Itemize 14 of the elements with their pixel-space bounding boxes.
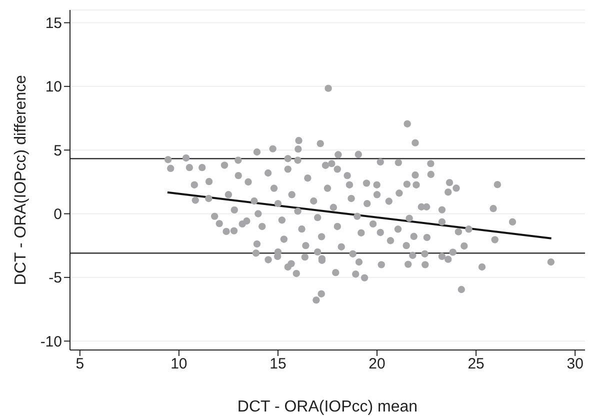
x-tick-label: 15 — [270, 356, 286, 373]
x-axis-title: DCT - ORA(IOPcc) mean — [237, 398, 418, 416]
x-tick-label: 5 — [76, 356, 84, 373]
y-tick-label: 0 — [54, 206, 62, 224]
x-tick-label: 25 — [468, 356, 484, 373]
x-tick-label: 20 — [368, 356, 386, 373]
y-tick-label: 10 — [45, 78, 62, 96]
y-tick-label: 5 — [54, 142, 62, 160]
x-tick-label: 30 — [566, 356, 584, 373]
y-tick-label: -10 — [40, 333, 62, 350]
x-tick-label: 10 — [170, 356, 188, 373]
y-tick-label: -5 — [48, 270, 62, 287]
y-tick-label: 15 — [45, 15, 62, 32]
y-axis-title: DCT - ORA(IOPcc) difference — [12, 74, 30, 286]
